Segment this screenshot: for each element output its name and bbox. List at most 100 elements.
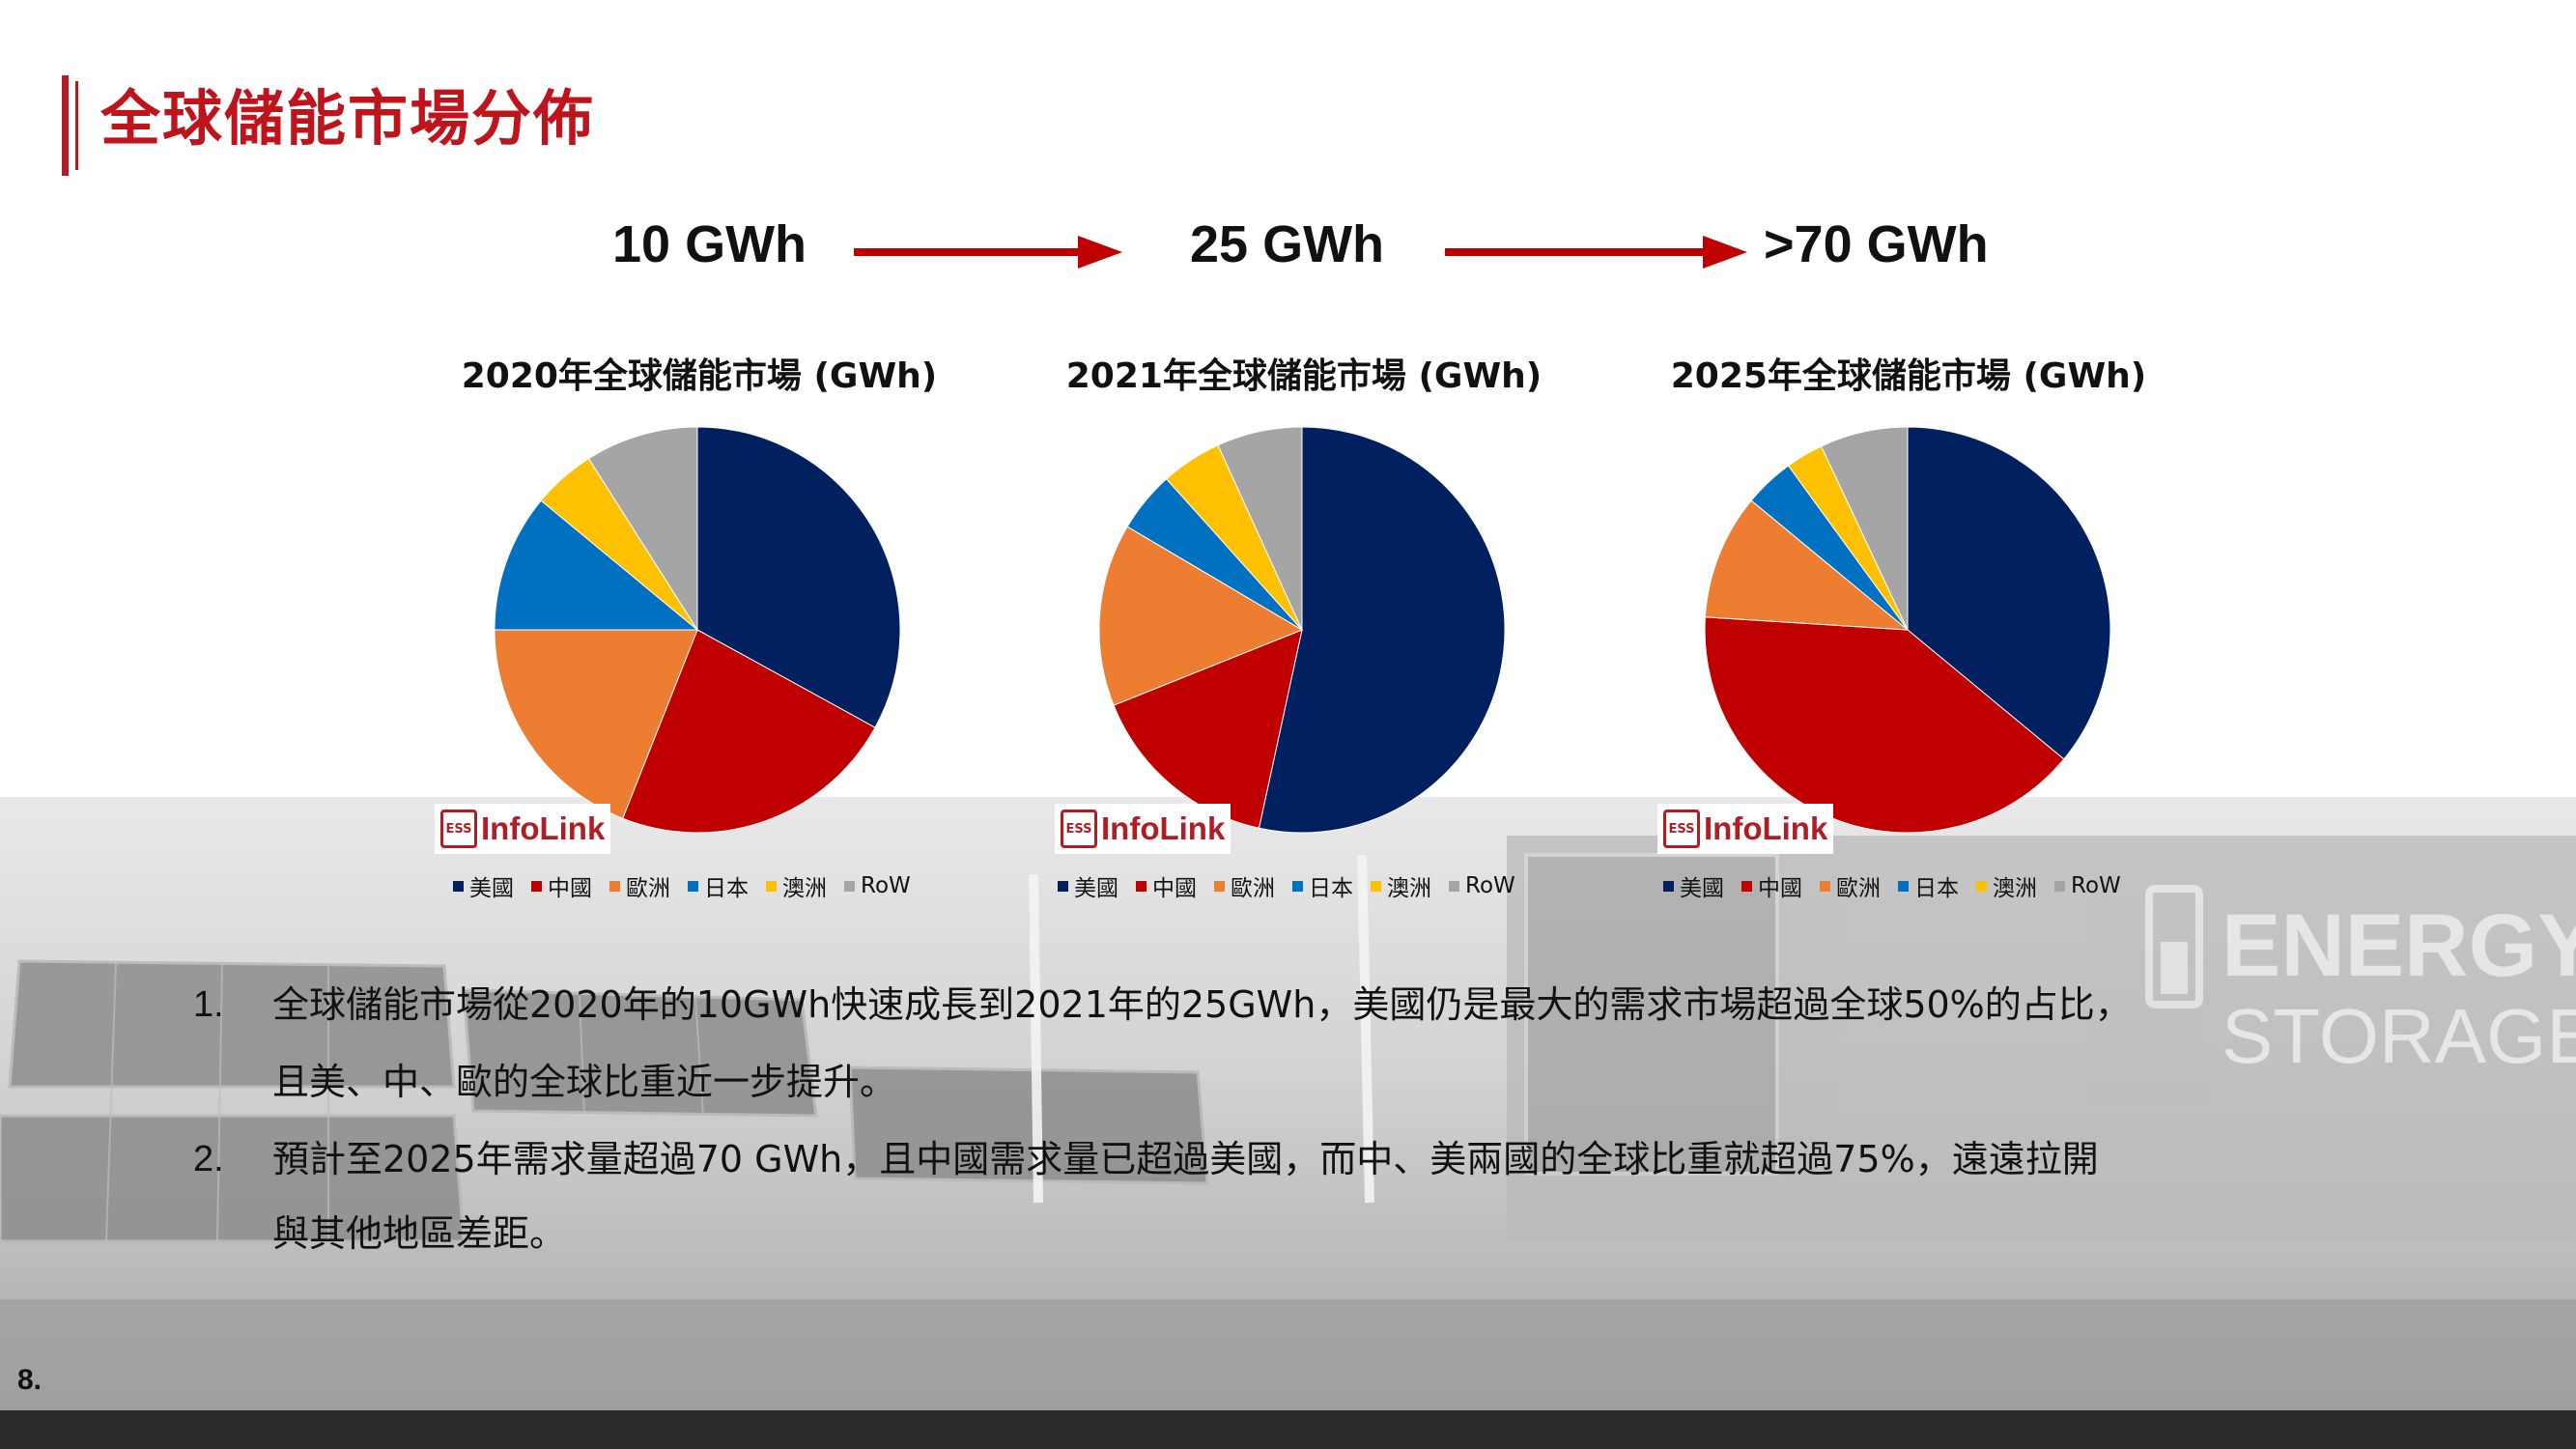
legend-item: 美國 [1663,869,1724,902]
title-accent-bar [62,75,69,176]
chart-title-2025: 2025年全球儲能市場 (GWh) [1670,356,2147,396]
legend-item: 歐洲 [609,869,670,902]
legend-item: 歐洲 [1214,869,1275,902]
pie-slice-1 [1113,629,1303,829]
legend-swatch [844,880,855,892]
legend-swatch [1292,880,1303,892]
legend-label: 美國 [469,876,514,901]
arrow-right-icon [854,236,1122,269]
legend-swatch [1136,880,1146,892]
legend-item: 澳洲 [1976,869,2037,902]
infolink-logo: ESS InfoLink [435,804,611,854]
legend-swatch [1058,880,1068,892]
pie-chart-2021 [1098,426,1506,834]
legend-swatch [1371,880,1381,892]
legend-label: RoW [2071,873,2121,898]
pie-slice-0 [1907,426,2111,760]
legend-swatch [531,880,542,892]
legend-label: 中國 [1152,876,1197,901]
arrow-right-icon [1445,236,1747,269]
bullet-number: 1. [193,984,224,1025]
brand-name: InfoLink [481,810,606,846]
legend-swatch [1663,880,1674,892]
legend-swatch [609,880,620,892]
bullet-line: 全球儲能市場從2020年的10GWh快速成長到2021年的25GWh，美國仍是最… [272,983,2132,1026]
bullet-line: 且美、中、歐的全球比重近一步提升。 [272,1061,897,1103]
legend-label: 日本 [1914,876,1959,901]
legend-label: 美國 [1680,876,1724,901]
legend-swatch [1820,880,1830,892]
chart-legend-2021: 美國 中國 歐洲 日本 澳洲 RoW [1058,869,1533,902]
legend-item: 澳洲 [766,869,827,902]
legend-item: RoW [2054,873,2121,898]
title-accent-bar-thin [75,81,78,170]
legend-item: 歐洲 [1820,869,1881,902]
legend-label: 澳洲 [1387,876,1431,901]
infolink-logo: ESS InfoLink [1055,804,1231,854]
growth-2020: 10 GWh [612,215,807,273]
bullet-number: 2. [193,1139,224,1179]
legend-label: 澳洲 [782,876,827,901]
chart-title-2020: 2020年全球儲能市場 (GWh) [461,356,938,396]
pie-slice-5 [587,426,698,632]
infolink-logo: ESS InfoLink [1657,804,1834,854]
pie-slice-5 [1217,426,1303,631]
brand-name: InfoLink [1704,810,1828,846]
pie-chart-2020 [494,426,901,834]
legend-label: 歐洲 [1836,876,1881,901]
legend-swatch [2054,880,2065,892]
pie-slice-0 [696,426,901,728]
legend-swatch [688,880,698,892]
page-title: 全球儲能市場分佈 [100,83,596,154]
legend-label: RoW [1465,873,1515,898]
chart-legend-2025: 美國 中國 歐洲 日本 澳洲 RoW [1663,869,2138,902]
chart-legend-2020: 美國 中國 歐洲 日本 澳洲 RoW [453,869,928,902]
legend-item: 美國 [453,869,514,902]
growth-2025: >70 GWh [1764,215,1989,273]
legend-swatch [453,880,464,892]
legend-swatch [1898,880,1909,892]
legend-item: RoW [1449,873,1515,898]
footer-bar [0,1410,2576,1449]
legend-item: 美國 [1058,869,1118,902]
chart-title-2021: 2021年全球儲能市場 (GWh) [1065,356,1543,396]
ess-logo-icon: ESS [440,810,477,848]
storage-text: STORAGE [2222,993,2576,1079]
legend-label: 歐洲 [626,876,670,901]
legend-label: 中國 [548,876,592,901]
legend-label: 歐洲 [1231,876,1275,901]
legend-swatch [1449,880,1459,892]
pie-slice-0 [1258,426,1506,834]
background-photo: ENERGY STORAGE [0,797,2576,1410]
legend-label: 中國 [1758,876,1802,901]
legend-swatch [766,880,777,892]
legend-label: RoW [861,873,911,898]
legend-item: 中國 [1136,869,1197,902]
legend-item: 澳洲 [1371,869,1431,902]
ess-logo-icon: ESS [1663,810,1700,848]
background-illustration: ENERGY STORAGE [0,836,2576,1410]
pie-slice-3 [494,499,699,631]
page-number: 8. [17,1364,42,1396]
legend-item: 中國 [1741,869,1802,902]
ess-logo-icon: ESS [1061,810,1097,848]
legend-label: 澳洲 [1993,876,2037,901]
legend-label: 美國 [1074,876,1118,901]
legend-label: 日本 [1309,876,1353,901]
pie-slice-2 [1098,526,1304,706]
bullet-line: 與其他地區差距。 [272,1212,567,1255]
pie-slice-1 [622,629,876,834]
pie-slice-2 [1704,499,1910,631]
legend-item: 日本 [1898,869,1959,902]
legend-item: 中國 [531,869,592,902]
bullet-line: 預計至2025年需求量超過70 GWh，且中國需求量已超過美國，而中、美兩國的全… [272,1138,2099,1180]
growth-2021: 25 GWh [1190,215,1385,273]
legend-swatch [1741,880,1752,892]
pie-slice-5 [1820,426,1909,631]
legend-swatch [1214,880,1225,892]
pie-chart-2025 [1704,426,2111,834]
brand-name: InfoLink [1101,810,1226,846]
legend-item: 日本 [688,869,749,902]
legend-label: 日本 [704,876,749,901]
